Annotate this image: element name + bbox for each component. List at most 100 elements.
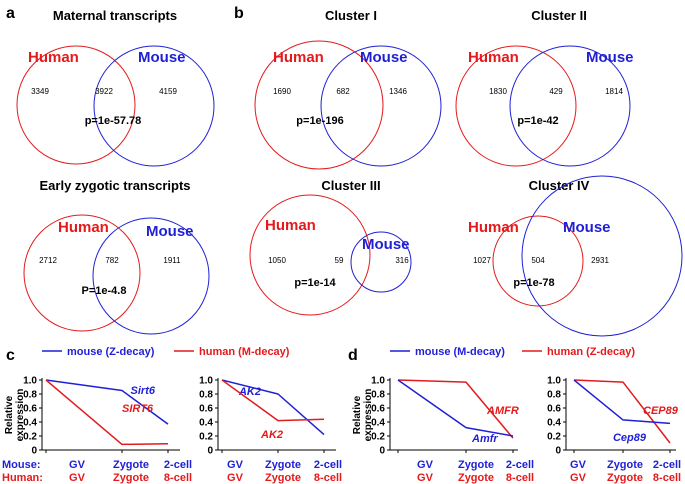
- y-tick-label: 1.0: [547, 376, 561, 387]
- human-stage-label: GV: [69, 472, 86, 484]
- panel-label-c: c: [6, 347, 15, 364]
- mouse-set-label: Mouse: [138, 49, 186, 66]
- mouse-only-count: 4159: [159, 87, 177, 96]
- human-set-label: Human: [273, 49, 324, 66]
- mouse-set-label: Mouse: [360, 49, 408, 66]
- human-only-count: 1050: [268, 256, 286, 265]
- human-set-circle: [23, 214, 141, 332]
- overlap-count: 782: [105, 256, 119, 265]
- mouse-stage-label: 2-cell: [506, 459, 534, 471]
- series-label-mouse: Cep89: [613, 432, 647, 444]
- series-label-mouse: Amfr: [471, 433, 498, 445]
- human-only-count: 1830: [489, 87, 507, 96]
- y-tick-label: 1.0: [199, 376, 213, 387]
- y-tick-label: 0.8: [371, 390, 385, 401]
- overlap-count: 682: [336, 87, 350, 96]
- venn-title: Early zygotic transcripts: [40, 178, 191, 193]
- series-label-human: CEP89: [643, 405, 679, 417]
- human-set-circle: [249, 194, 371, 316]
- y-tick-label: 0: [555, 446, 561, 457]
- p-value: p=1e-57.78: [85, 115, 142, 127]
- human-stage-label: 8-cell: [164, 472, 192, 484]
- overlap-count: 429: [549, 87, 563, 96]
- venn-title: Maternal transcripts: [53, 8, 177, 23]
- p-value: p=1e-196: [296, 115, 343, 127]
- y-tick-label: 0.6: [199, 404, 213, 415]
- legend-human-label: human (M-decay): [199, 346, 290, 358]
- mouse-set-circle: [521, 175, 683, 337]
- human-stage-label: GV: [417, 472, 434, 484]
- x-axis-stage-rows-d: GVGVZygoteZygote2-cell8-cellGVGVZygoteZy…: [417, 459, 681, 484]
- series-line-human: [397, 379, 514, 439]
- p-value: p=1e-42: [517, 115, 558, 127]
- human-row-label: Human:: [2, 472, 43, 484]
- venn-title: Cluster IV: [529, 178, 590, 193]
- mouse-stage-label: 2-cell: [653, 459, 681, 471]
- y-axis-label-line2: expression: [363, 389, 374, 442]
- human-stage-label: Zygote: [265, 472, 301, 484]
- mouse-set-label: Mouse: [146, 223, 194, 240]
- human-stage-label: 8-cell: [653, 472, 681, 484]
- mouse-set-circle: [92, 217, 210, 335]
- venn-cluster-iii: Cluster III Human Mouse 1050 59 316 p=1e-14: [249, 178, 412, 316]
- human-stage-label: Zygote: [607, 472, 643, 484]
- human-only-count: 3349: [31, 87, 49, 96]
- line-plot-ak2: 0 0.2 0.4 0.6 0.8 1.0 AK2 AK2: [199, 376, 336, 457]
- mouse-only-count: 1814: [605, 87, 623, 96]
- y-tick-label: 0.8: [547, 390, 561, 401]
- human-only-count: 1690: [273, 87, 291, 96]
- legend-mouse-label: mouse (M-decay): [415, 346, 505, 358]
- y-tick-label: 0.4: [371, 418, 385, 429]
- human-stage-label: 8-cell: [506, 472, 534, 484]
- mouse-set-circle: [350, 231, 412, 293]
- human-stage-label: 8-cell: [314, 472, 342, 484]
- y-axis-label: Relativeexpression: [352, 389, 374, 442]
- y-tick-label: 0.6: [547, 404, 561, 415]
- y-tick-label: 1.0: [23, 376, 37, 387]
- human-set-circle: [16, 45, 136, 165]
- mouse-set-circle: [93, 45, 215, 167]
- series-line-human: [221, 379, 325, 422]
- human-stage-label: Zygote: [113, 472, 149, 484]
- human-set-label: Human: [468, 49, 519, 66]
- series-line-mouse: [45, 379, 169, 425]
- venn-cluster-i: Cluster I Human Mouse 1690 682 1346 p=1e-196: [254, 8, 442, 170]
- mouse-stage-label: 2-cell: [164, 459, 192, 471]
- mouse-set-label: Mouse: [563, 219, 611, 236]
- y-axis-label: Relativeexpression: [4, 389, 26, 442]
- line-plot-sirt6: 0 0.2 0.4 0.6 0.8 1.0 Relativeexpression Sirt6 S…: [4, 376, 180, 457]
- human-set-label: Human: [265, 217, 316, 234]
- y-tick-label: 0: [379, 446, 385, 457]
- series-label-human: SIRT6: [122, 403, 154, 415]
- panel-label-b: b: [234, 5, 244, 22]
- venn-title: Cluster II: [531, 8, 587, 23]
- venn-title: Cluster I: [325, 8, 377, 23]
- venn-title: Cluster III: [321, 178, 380, 193]
- y-tick-label: 0.2: [371, 432, 385, 443]
- panel-label-a: a: [6, 5, 15, 22]
- mouse-stage-label: GV: [570, 459, 587, 471]
- y-tick-label: 0.2: [23, 432, 37, 443]
- mouse-stage-label: Zygote: [458, 459, 494, 471]
- legend-mouse-label: mouse (Z-decay): [67, 346, 155, 358]
- mouse-stage-label: GV: [69, 459, 86, 471]
- mouse-stage-label: Zygote: [265, 459, 301, 471]
- mouse-set-label: Mouse: [586, 49, 634, 66]
- y-tick-label: 0.4: [547, 418, 561, 429]
- series-label-human: AMFR: [486, 405, 519, 417]
- human-stage-label: Zygote: [458, 472, 494, 484]
- p-value: P=1e-4.8: [82, 285, 127, 297]
- human-set-label: Human: [58, 219, 109, 236]
- mouse-set-circle: [509, 45, 631, 167]
- human-set-circle: [455, 45, 577, 167]
- y-tick-label: 0.8: [199, 390, 213, 401]
- p-value: p=1e-78: [513, 277, 554, 289]
- line-plot-amfr: 0 0.2 0.4 0.6 0.8 1.0 Relativeexpression AMFR Am…: [352, 376, 519, 457]
- mouse-stage-label: Zygote: [607, 459, 643, 471]
- y-axis-label-line1: Relative: [4, 395, 15, 434]
- mouse-set-circle: [320, 45, 442, 167]
- venn-early-zygotic-transcripts: Early zygotic transcripts Human Mouse 2712 7…: [23, 178, 210, 335]
- human-set-label: Human: [28, 49, 79, 66]
- y-tick-label: 0: [207, 446, 213, 457]
